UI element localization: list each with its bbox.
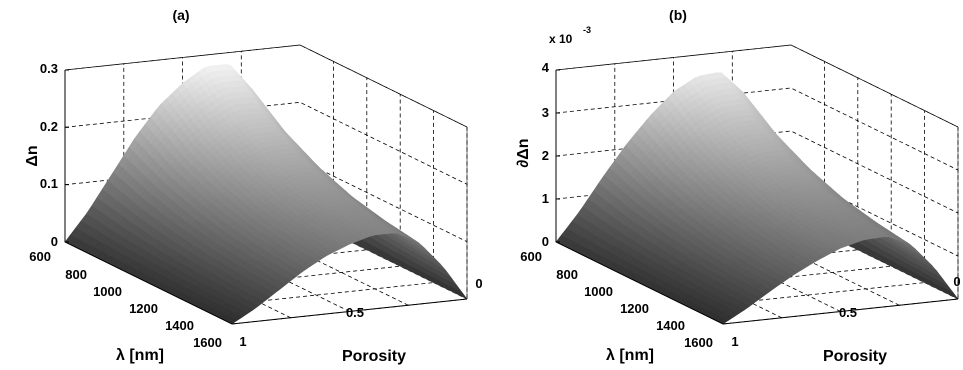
panel-b-y-tick-0: 0 <box>953 274 960 289</box>
panel-a-x-tick-600: 600 <box>29 249 51 264</box>
z-gridline <box>555 87 959 171</box>
panel-a-y-axis-label: Porosity <box>342 348 406 365</box>
panel-b-z-tick-4: 4 <box>542 60 550 75</box>
panel-b-exponent-power: -3 <box>583 25 591 35</box>
x-gridline <box>689 110 925 308</box>
z-gridline <box>64 44 468 128</box>
panel-b-z-axis-label: ∂Δn <box>515 138 532 167</box>
panel-a-z-tick-0-2: 0.2 <box>40 119 58 134</box>
panel-b-title: (b) <box>669 7 687 23</box>
panel-a: (a) λ [nm] Porosity Δn 600 800 1000 1200… <box>24 7 483 365</box>
panel-a-surface <box>64 64 468 325</box>
panel-a-y-tick-0: 0 <box>475 276 482 291</box>
panel-b-y-tick-1: 1 <box>731 334 738 349</box>
panel-a-z-tick-0-3: 0.3 <box>40 61 58 76</box>
panel-b-z-tick-2: 2 <box>542 148 549 163</box>
panel-a-x-tick-1600: 1600 <box>193 335 222 350</box>
panel-b-x-tick-600: 600 <box>520 249 542 264</box>
panel-b-x-tick-1200: 1200 <box>620 301 649 316</box>
panel-b-x-tick-1400: 1400 <box>656 318 685 333</box>
panel-a-x-tick-800: 800 <box>65 267 87 282</box>
panel-b-x-tick-1600: 1600 <box>684 335 713 350</box>
panel-b-z-tick-0: 0 <box>542 234 549 249</box>
panel-a-y-tick-0-5: 0.5 <box>346 305 364 320</box>
x-gridline <box>198 110 434 308</box>
panel-b-x-axis-label: λ [nm] <box>606 347 654 364</box>
panel-b-y-tick-0-5: 0.5 <box>839 305 857 320</box>
panel-a-z-tick-0-1: 0.1 <box>40 176 58 191</box>
panel-b-x-tick-1000: 1000 <box>584 284 613 299</box>
panel-a-z-tick-0: 0 <box>51 234 58 249</box>
panel-b-z-tick-1: 1 <box>542 191 549 206</box>
axis-lines <box>64 70 468 325</box>
panel-b: (b) x 10 -3 λ [nm] Porosity ∂Δn 600 800 … <box>515 7 961 365</box>
panel-b-exponent-label: x 10 <box>549 32 573 46</box>
panel-a-y-tick-1: 1 <box>239 334 246 349</box>
panel-b-y-axis-label: Porosity <box>823 348 887 365</box>
panel-a-z-axis-label: Δn <box>24 145 41 166</box>
z-gridline <box>64 101 468 185</box>
panel-b-axes <box>555 69 959 325</box>
panel-a-x-tick-1200: 1200 <box>129 301 158 316</box>
z-gridline <box>555 44 959 128</box>
panel-b-x-tick-800: 800 <box>556 267 578 282</box>
panel-b-z-tick-3: 3 <box>542 105 549 120</box>
panel-a-axes <box>64 69 468 325</box>
panel-a-x-tick-1000: 1000 <box>93 284 122 299</box>
panel-a-x-tick-1400: 1400 <box>165 318 194 333</box>
panel-a-title: (a) <box>172 7 189 23</box>
panel-b-surface <box>555 72 959 325</box>
panel-a-x-axis-label: λ [nm] <box>116 347 164 364</box>
